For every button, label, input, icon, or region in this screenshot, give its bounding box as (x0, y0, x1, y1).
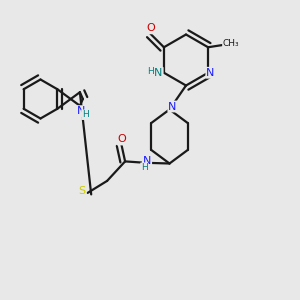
Text: H: H (141, 163, 148, 172)
Text: S: S (79, 186, 86, 197)
Text: H: H (147, 67, 154, 76)
Text: N: N (154, 68, 163, 78)
Text: O: O (146, 23, 155, 33)
Text: N: N (143, 156, 151, 166)
Text: N: N (206, 68, 215, 78)
Text: N: N (168, 101, 177, 112)
Text: CH₃: CH₃ (223, 39, 239, 48)
Text: N: N (77, 106, 86, 116)
Text: H: H (82, 110, 89, 119)
Text: O: O (118, 134, 127, 145)
